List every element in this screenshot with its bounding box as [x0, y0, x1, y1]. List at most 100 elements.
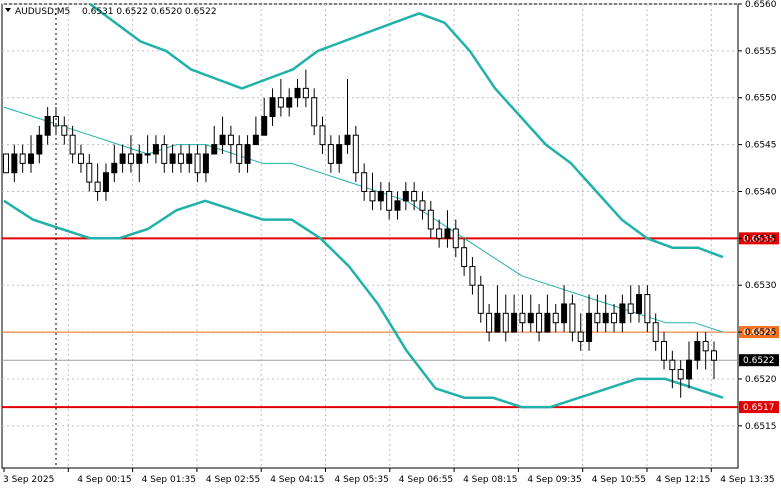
candle-body — [44, 115, 51, 136]
candle-body — [369, 190, 376, 202]
candle-body — [186, 153, 193, 164]
candle-body — [102, 172, 109, 192]
candle-body — [94, 181, 101, 192]
candle-body — [236, 144, 243, 164]
candle-body — [177, 153, 184, 164]
x-tick-label: 4 Sep 12:15 — [656, 475, 710, 485]
candle-body — [152, 144, 159, 155]
candle-body — [444, 228, 451, 239]
candle-body — [619, 303, 626, 324]
candle-body — [169, 153, 176, 164]
candle-body — [27, 153, 34, 164]
level-price-label: 0.6522 — [743, 356, 775, 366]
chevron-down-icon[interactable] — [5, 8, 11, 12]
candle-body — [386, 190, 393, 211]
y-tick-label: 0.6520 — [745, 375, 777, 385]
candle-body — [144, 153, 151, 156]
candle-body — [352, 134, 359, 174]
candle-body — [61, 125, 68, 136]
y-tick-label: 0.6560 — [745, 0, 777, 10]
y-tick-label: 0.6535 — [745, 234, 777, 244]
x-tick-label: 4 Sep 00:15 — [77, 475, 131, 485]
y-tick-label: 0.6550 — [745, 94, 777, 104]
time-axis: 3 Sep 2025 4 Sep 00:15 4 Sep 01:35 4 Sep 02… — [3, 468, 775, 485]
candle-body — [327, 144, 334, 164]
candle-body — [494, 312, 501, 333]
ohlc-readout: 0.6531 0.6522 0.6520 0.6522 — [82, 7, 217, 17]
candle-body — [511, 312, 518, 333]
price-axis: 0.6560 0.6555 0.6550 0.6545 0.6540 0.6535 0.65… — [738, 0, 777, 432]
candle-body — [36, 134, 43, 155]
candle-body — [219, 134, 226, 146]
x-tick-label: 4 Sep 02:55 — [206, 475, 260, 485]
candle-body — [86, 162, 93, 183]
candle-body — [436, 228, 443, 239]
symbol-label: AUDUSD,M5 — [15, 7, 70, 17]
horizontal-levels: 0.6535 0.6525 0.6517 0.6522 — [2, 232, 779, 414]
y-tick-label: 0.6525 — [745, 328, 777, 338]
candle-body — [594, 312, 601, 324]
candle-body — [11, 153, 18, 174]
candle-body — [269, 97, 276, 117]
candle-body — [577, 331, 584, 342]
candle-body — [77, 153, 84, 164]
candle-body — [427, 209, 434, 230]
upper-band-line — [89, 2, 724, 259]
x-tick-label: 4 Sep 13:35 — [720, 475, 774, 485]
candle-body — [661, 340, 668, 361]
candle-body — [3, 153, 9, 174]
candle-body — [536, 312, 543, 333]
candle-body — [69, 134, 76, 155]
candle-body — [336, 144, 343, 164]
candle-body — [127, 153, 134, 164]
candle-body — [561, 303, 568, 324]
candle-body — [627, 303, 634, 314]
candle-body — [119, 153, 126, 164]
x-tick-label: 4 Sep 08:15 — [463, 475, 517, 485]
candle-body — [361, 172, 368, 192]
candle-body — [377, 190, 384, 202]
candle-body — [602, 312, 609, 324]
candle-body — [19, 153, 26, 164]
candle-body — [111, 162, 118, 174]
candle-body — [261, 115, 268, 136]
candle-body — [469, 265, 476, 286]
level-price-label: 0.6517 — [743, 403, 775, 413]
y-tick-label: 0.6515 — [745, 422, 777, 432]
candle-body — [194, 153, 201, 174]
candle-body — [411, 190, 418, 202]
candle-body — [202, 153, 209, 174]
level-price-label: 0.6525 — [743, 328, 775, 338]
candle-body — [636, 294, 643, 314]
candle-body — [286, 97, 293, 108]
candle-body — [311, 97, 318, 127]
x-tick-label: 4 Sep 09:35 — [527, 475, 581, 485]
candle-body — [227, 134, 234, 146]
level-price-box — [739, 354, 779, 367]
candle-body — [477, 284, 484, 314]
candle-body — [319, 125, 326, 146]
y-tick-label: 0.6555 — [745, 47, 777, 57]
x-tick-label: 3 Sep 2025 — [3, 475, 54, 485]
candle-body — [452, 228, 459, 249]
candle-body — [277, 97, 284, 108]
x-tick-label: 4 Sep 01:35 — [142, 475, 196, 485]
candle-body — [686, 359, 693, 380]
candles — [3, 69, 717, 398]
candle-body — [52, 115, 59, 127]
candle-body — [302, 87, 309, 99]
candle-body — [252, 134, 259, 146]
y-tick-label: 0.6545 — [745, 141, 777, 151]
candle-body — [486, 312, 493, 333]
plot-frame — [1, 3, 739, 469]
candle-body — [544, 312, 551, 333]
candle-body — [344, 134, 351, 146]
y-tick-label: 0.6540 — [745, 187, 777, 197]
x-tick-label: 4 Sep 04:15 — [270, 475, 324, 485]
candle-body — [419, 200, 426, 211]
level-price-box — [739, 401, 779, 414]
candle-body — [569, 303, 576, 333]
candle-body — [211, 144, 218, 155]
candle-body — [669, 359, 676, 371]
